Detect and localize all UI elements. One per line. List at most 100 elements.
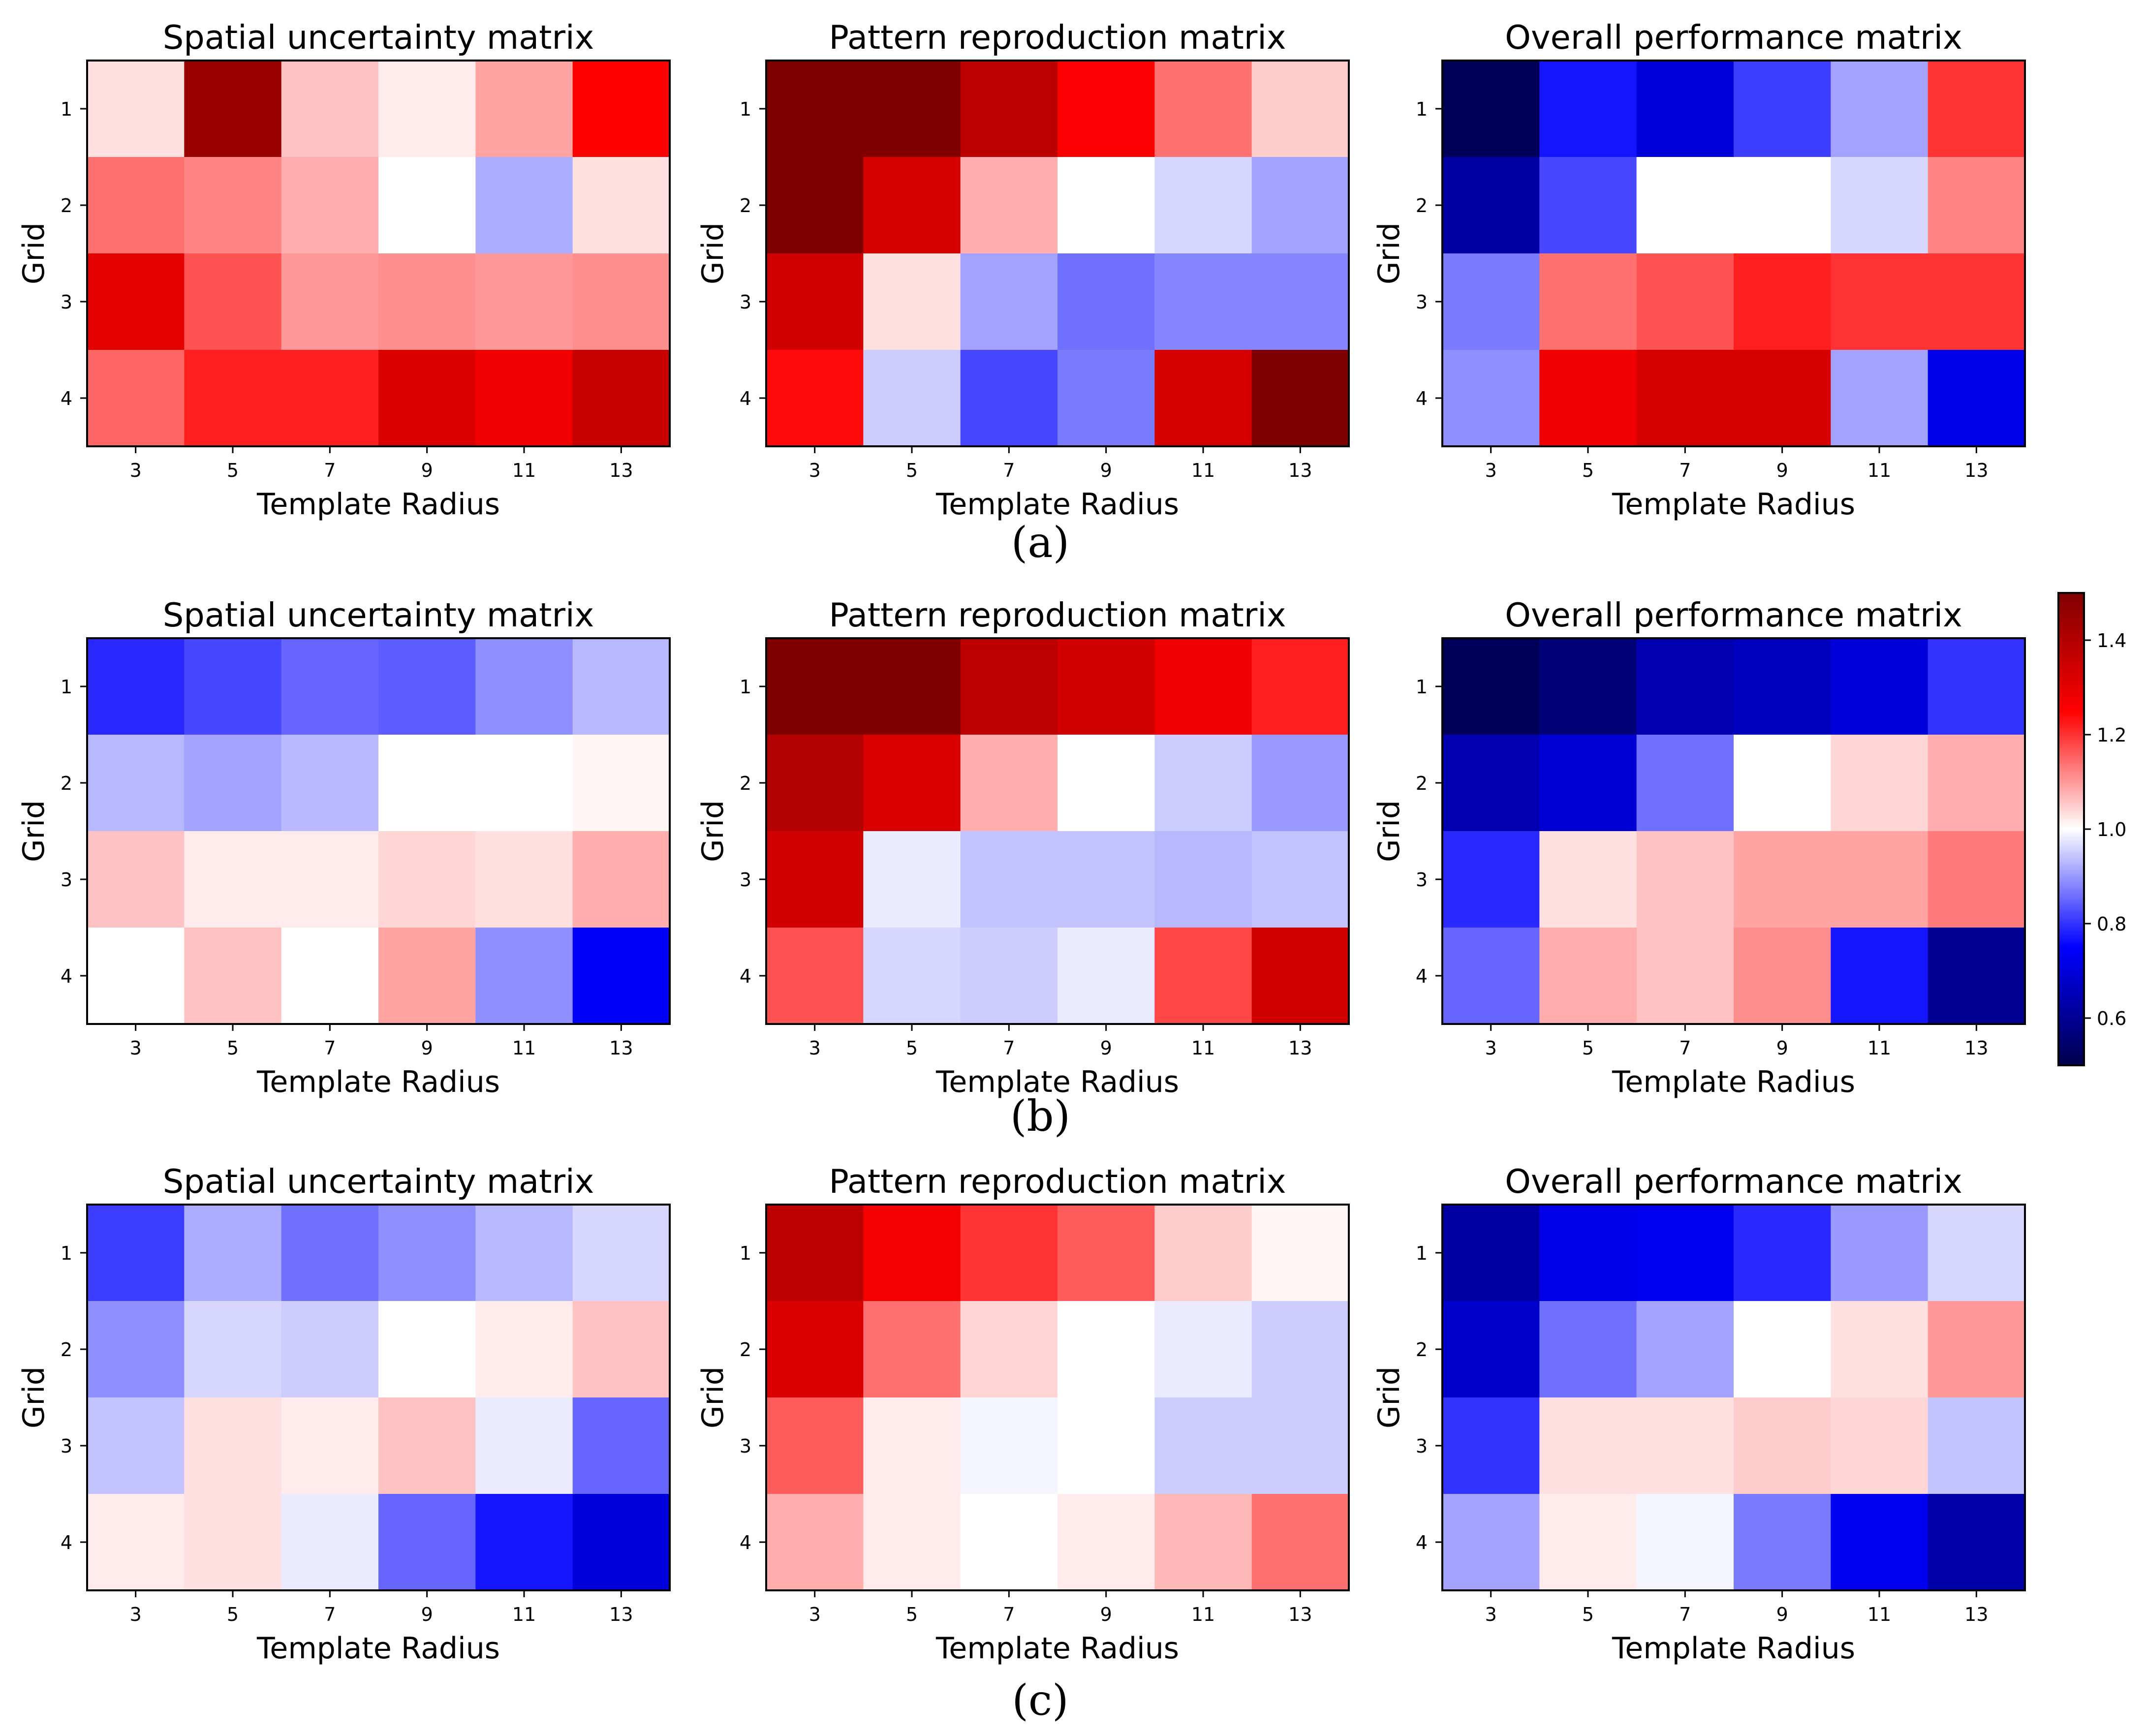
x-tick-label: 7 bbox=[1003, 460, 1015, 481]
x-tick-label: 7 bbox=[1679, 460, 1691, 481]
heatmap-cell bbox=[475, 157, 573, 254]
heatmap-cell bbox=[184, 157, 282, 254]
x-tick-label: 13 bbox=[1288, 1037, 1312, 1059]
y-axis-label: Grid bbox=[696, 1366, 730, 1428]
heatmap-cell bbox=[184, 831, 282, 928]
heatmap-panel-c-2 bbox=[765, 1204, 1350, 1591]
y-tick-label: 4 bbox=[61, 388, 72, 409]
x-tick-label: 5 bbox=[1582, 1604, 1594, 1625]
heatmap-cell bbox=[1734, 350, 1831, 447]
x-tick-label: 13 bbox=[1288, 1604, 1312, 1625]
heatmap-cell bbox=[281, 638, 379, 735]
panel-title: Overall performance matrix bbox=[1505, 596, 1962, 634]
heatmap-cell bbox=[475, 1205, 573, 1302]
x-tick-label: 11 bbox=[1867, 1604, 1891, 1625]
heatmap-cell bbox=[475, 638, 573, 735]
heatmap-cell bbox=[87, 1301, 185, 1398]
heatmap-cell bbox=[863, 831, 961, 928]
heatmap-cell bbox=[1831, 928, 1928, 1024]
heatmap-cell bbox=[766, 61, 864, 157]
y-axis-label: Grid bbox=[17, 222, 51, 284]
y-axis-label: Grid bbox=[696, 222, 730, 284]
colorbar-tick-label: 1.4 bbox=[2097, 630, 2126, 651]
heatmap-cell bbox=[475, 350, 573, 447]
heatmap-cell bbox=[1251, 638, 1349, 735]
heatmap-cell bbox=[1154, 1397, 1252, 1494]
heatmap-cell bbox=[281, 350, 379, 447]
x-tick-label: 3 bbox=[130, 1037, 142, 1059]
heatmap-cell bbox=[1636, 1301, 1734, 1398]
heatmap-cell bbox=[1251, 1301, 1349, 1398]
heatmap-cell bbox=[378, 831, 476, 928]
heatmap-cell bbox=[1734, 735, 1831, 832]
heatmap-cell bbox=[281, 61, 379, 157]
x-tick-label: 11 bbox=[1191, 1037, 1215, 1059]
heatmap-cell bbox=[1539, 638, 1637, 735]
panel-frame bbox=[86, 637, 671, 1025]
heatmap-cell bbox=[1539, 1494, 1637, 1591]
y-tick-label: 3 bbox=[61, 291, 72, 313]
y-tick-label: 2 bbox=[740, 195, 751, 217]
panel-title: Overall performance matrix bbox=[1505, 18, 1962, 57]
y-axis-label: Grid bbox=[1372, 1366, 1406, 1428]
x-tick-label: 9 bbox=[1776, 1604, 1788, 1625]
heatmap-cell bbox=[475, 1397, 573, 1494]
panel-title: Spatial uncertainty matrix bbox=[163, 1162, 594, 1201]
heatmap-cell bbox=[1057, 1205, 1155, 1302]
panel-title: Spatial uncertainty matrix bbox=[163, 596, 594, 634]
x-tick-label: 9 bbox=[1100, 1604, 1112, 1625]
y-tick-label: 2 bbox=[1416, 1339, 1428, 1361]
y-tick-label: 3 bbox=[61, 869, 72, 891]
x-tick-label: 11 bbox=[1191, 1604, 1215, 1625]
heatmap-cell bbox=[1251, 350, 1349, 447]
y-tick-label: 1 bbox=[61, 676, 72, 698]
x-axis-label: Template Radius bbox=[256, 1631, 500, 1666]
x-tick-label: 9 bbox=[1776, 460, 1788, 481]
heatmap-cell bbox=[1154, 1205, 1252, 1302]
heatmap-cell bbox=[863, 350, 961, 447]
heatmap-cell bbox=[960, 1397, 1058, 1494]
heatmap-cell bbox=[1251, 253, 1349, 350]
heatmap-cell bbox=[863, 1397, 961, 1494]
heatmap-cell bbox=[87, 61, 185, 157]
heatmap-panel-b-2 bbox=[765, 637, 1350, 1025]
heatmap-cell bbox=[863, 928, 961, 1024]
x-tick-label: 5 bbox=[227, 1037, 239, 1059]
x-tick-label: 3 bbox=[1485, 460, 1497, 481]
heatmap-cell bbox=[281, 157, 379, 254]
x-tick-label: 9 bbox=[421, 460, 433, 481]
heatmap-cell bbox=[184, 1397, 282, 1494]
x-tick-label: 5 bbox=[906, 1604, 918, 1625]
x-tick-label: 13 bbox=[1964, 1037, 1988, 1059]
heatmap-cell bbox=[1057, 253, 1155, 350]
heatmap-cell bbox=[1057, 157, 1155, 254]
heatmap-cell bbox=[1251, 1494, 1349, 1591]
heatmap-cell bbox=[1442, 61, 1540, 157]
x-tick-label: 3 bbox=[1485, 1037, 1497, 1059]
heatmap-cell bbox=[378, 157, 476, 254]
heatmap-cell bbox=[572, 157, 670, 254]
x-tick-label: 9 bbox=[421, 1604, 433, 1625]
x-tick-label: 13 bbox=[609, 1604, 633, 1625]
heatmap-cell bbox=[766, 831, 864, 928]
heatmap-cell bbox=[475, 735, 573, 832]
x-tick-label: 11 bbox=[512, 460, 536, 481]
x-tick-label: 11 bbox=[512, 1037, 536, 1059]
heatmap-cell bbox=[1636, 831, 1734, 928]
panel-frame bbox=[86, 1204, 671, 1591]
heatmap-cell bbox=[281, 1494, 379, 1591]
heatmap-cell bbox=[766, 253, 864, 350]
heatmap-cell bbox=[960, 1494, 1058, 1591]
heatmap-cell bbox=[281, 735, 379, 832]
y-axis-label: Grid bbox=[1372, 800, 1406, 862]
heatmap-cell bbox=[184, 1301, 282, 1398]
y-tick-label: 2 bbox=[61, 1339, 72, 1361]
x-tick-label: 9 bbox=[1100, 460, 1112, 481]
y-tick-label: 4 bbox=[740, 965, 751, 987]
heatmap-cell bbox=[378, 1205, 476, 1302]
heatmap-cell bbox=[572, 1397, 670, 1494]
heatmap-cell bbox=[87, 157, 185, 254]
heatmap-cell bbox=[572, 350, 670, 447]
colorbar-gradient bbox=[2058, 593, 2084, 1065]
heatmap-cell bbox=[1928, 1397, 2025, 1494]
